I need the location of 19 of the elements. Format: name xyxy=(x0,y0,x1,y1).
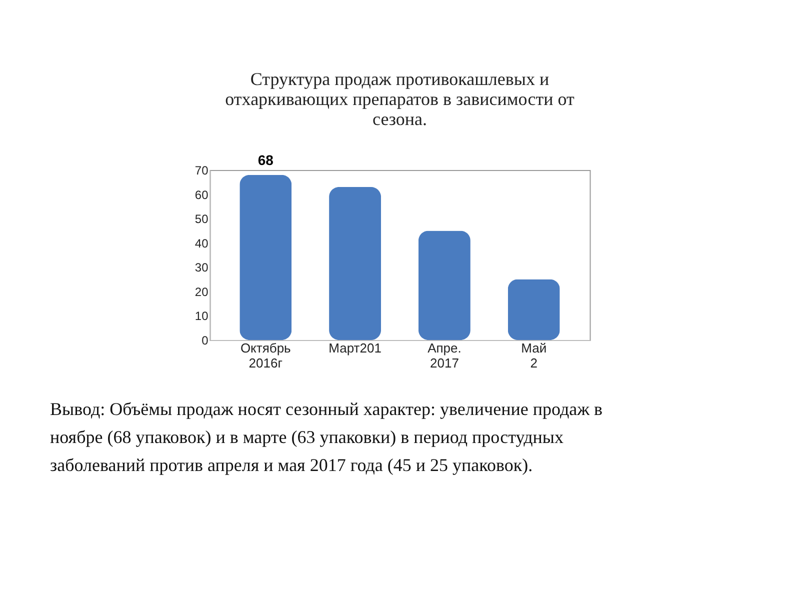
y-tick-label: 30 xyxy=(194,260,209,275)
text: Вывод: Объёмы продаж носят сезонный характер: увеличение продаж в ноябре (68 упаковок) и в марте (63 упаковки) в период простудных заболеваний против апреля и мая 2017 года (45 и 25 упаковок). xyxy=(50,399,603,475)
y-tick-label: 60 xyxy=(194,188,209,202)
data-label: 68 xyxy=(258,152,274,168)
x-tick-label: Март201 xyxy=(328,340,382,356)
bar xyxy=(240,174,292,340)
y-tick-label: 20 xyxy=(194,284,209,299)
chart-title: Структура продаж противокашлевых и отхаркивающих препаратов в зависимости от сезона. xyxy=(225,68,574,129)
y-tick-label: 10 xyxy=(194,309,209,324)
bar xyxy=(418,230,470,340)
y-tick-label: 0 xyxy=(202,334,209,348)
x-tick-label: Апре. 2017 xyxy=(428,340,462,370)
bar xyxy=(329,187,382,340)
x-tick-label: Октябрь 2016г xyxy=(240,340,292,370)
y-tick-label: 70 xyxy=(194,164,209,178)
y-tick-label: 40 xyxy=(194,236,209,250)
x-tick-label: Май 2 xyxy=(521,340,547,370)
bar xyxy=(508,279,560,340)
y-tick-label: 50 xyxy=(194,212,209,226)
